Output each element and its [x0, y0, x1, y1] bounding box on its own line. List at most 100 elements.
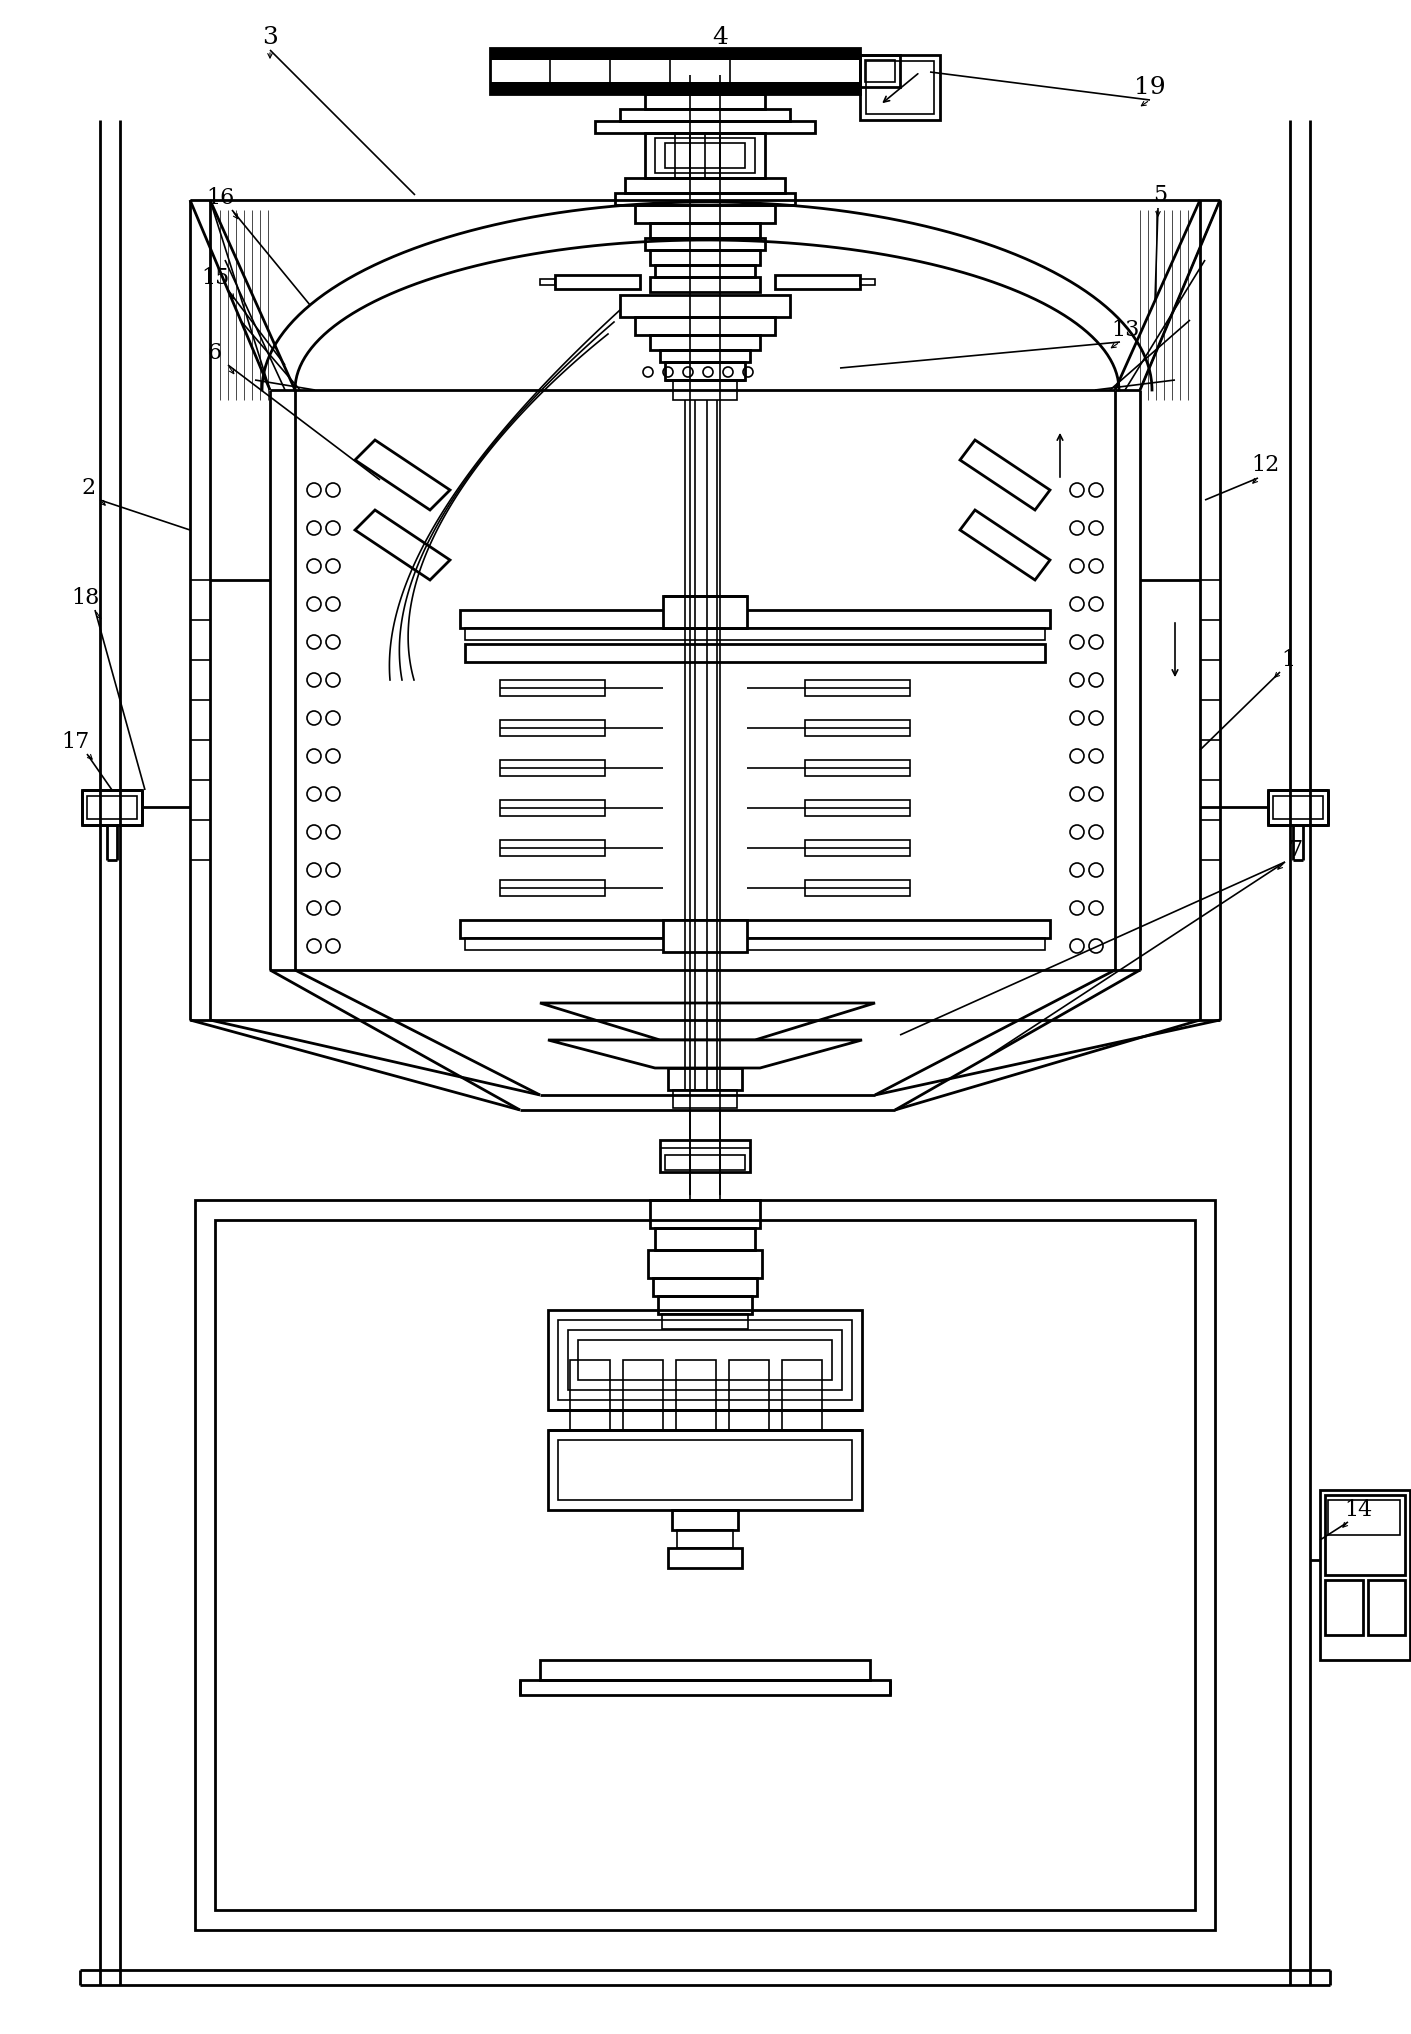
Text: 4: 4 — [713, 26, 728, 49]
Text: 15: 15 — [200, 266, 229, 289]
Bar — [499, 761, 605, 777]
Bar — [499, 799, 605, 816]
Text: 18: 18 — [71, 588, 99, 608]
Bar — [466, 645, 1046, 661]
Bar — [650, 1200, 761, 1229]
Text: 13: 13 — [1110, 319, 1139, 342]
Bar — [1273, 795, 1324, 820]
Bar — [635, 205, 775, 224]
Bar — [490, 49, 859, 59]
Bar — [195, 1200, 1215, 1930]
Bar — [499, 679, 605, 696]
Bar — [662, 1314, 748, 1328]
Bar — [645, 94, 765, 110]
Bar — [673, 380, 737, 401]
Text: 1: 1 — [1281, 649, 1295, 671]
Bar — [665, 362, 745, 380]
Bar — [619, 110, 790, 120]
Bar — [663, 919, 746, 952]
Text: 3: 3 — [262, 26, 278, 49]
Bar — [1325, 1495, 1405, 1574]
Bar — [663, 596, 746, 629]
Bar — [806, 840, 910, 856]
Text: 19: 19 — [1134, 77, 1165, 100]
Bar — [650, 277, 761, 293]
Polygon shape — [959, 511, 1050, 580]
Bar — [547, 1310, 862, 1410]
Bar — [1268, 789, 1328, 826]
Bar — [460, 919, 1050, 938]
Bar — [555, 275, 641, 289]
Bar — [677, 1530, 732, 1548]
Bar — [866, 61, 934, 114]
Polygon shape — [356, 511, 450, 580]
Bar — [658, 1296, 752, 1314]
Bar — [673, 1090, 737, 1109]
Bar — [655, 1229, 755, 1251]
Polygon shape — [540, 1003, 875, 1039]
Bar — [1325, 1580, 1363, 1635]
Text: 2: 2 — [80, 478, 95, 498]
Bar — [82, 789, 143, 826]
Bar — [87, 795, 137, 820]
Bar — [1369, 1580, 1405, 1635]
Bar — [775, 275, 859, 289]
Bar — [660, 1139, 751, 1172]
Text: 7: 7 — [1288, 838, 1302, 860]
Bar — [569, 1330, 842, 1389]
Bar — [782, 1361, 823, 1430]
Bar — [460, 610, 1050, 629]
Bar — [865, 59, 895, 81]
Bar — [625, 179, 785, 193]
Bar — [624, 1361, 663, 1430]
Text: 12: 12 — [1252, 454, 1280, 476]
Bar — [579, 1340, 832, 1379]
Text: 16: 16 — [206, 187, 234, 210]
Bar — [806, 679, 910, 696]
Bar — [595, 120, 816, 132]
Bar — [499, 720, 605, 736]
Polygon shape — [547, 1039, 862, 1068]
Bar — [214, 1220, 1195, 1910]
Text: 17: 17 — [61, 730, 89, 753]
Bar — [665, 142, 745, 169]
Bar — [859, 279, 875, 285]
Bar — [619, 295, 790, 317]
Bar — [615, 193, 794, 205]
Text: 6: 6 — [207, 342, 222, 364]
Bar — [859, 55, 940, 120]
Bar — [635, 317, 775, 336]
Bar — [806, 761, 910, 777]
Text: 14: 14 — [1343, 1499, 1371, 1521]
Bar — [806, 799, 910, 816]
Bar — [650, 336, 761, 350]
Bar — [490, 49, 859, 94]
Polygon shape — [959, 439, 1050, 511]
Bar — [499, 881, 605, 897]
Bar — [806, 881, 910, 897]
Bar — [667, 1068, 742, 1090]
Bar — [1328, 1499, 1400, 1536]
Bar — [557, 1440, 852, 1499]
Bar — [655, 264, 755, 277]
Bar — [540, 279, 555, 285]
Bar — [645, 132, 765, 179]
Bar — [466, 938, 1046, 950]
Bar — [1321, 1491, 1410, 1660]
Bar — [672, 1509, 738, 1530]
Bar — [540, 1660, 871, 1680]
Bar — [859, 55, 900, 87]
Text: 5: 5 — [1153, 183, 1167, 205]
Bar — [490, 81, 859, 94]
Bar — [655, 138, 755, 173]
Bar — [466, 629, 1046, 641]
Polygon shape — [356, 439, 450, 511]
Bar — [499, 840, 605, 856]
Bar — [547, 1430, 862, 1509]
Bar — [557, 1320, 852, 1399]
Bar — [645, 238, 765, 250]
Bar — [660, 350, 751, 362]
Bar — [667, 1548, 742, 1568]
Bar — [676, 1361, 715, 1430]
Bar — [665, 1155, 745, 1170]
